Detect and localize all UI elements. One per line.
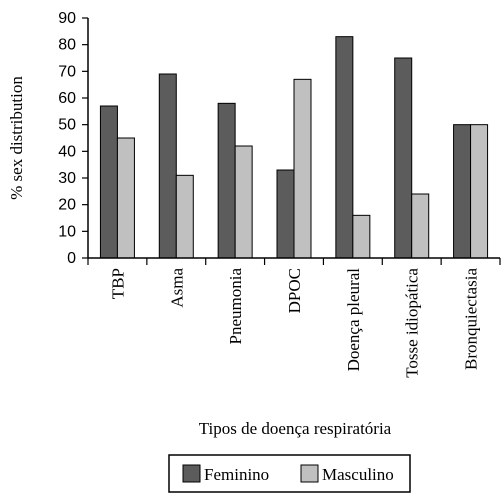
bar-masculino-5 bbox=[411, 193, 430, 259]
y-tick-label-0: 0 bbox=[67, 250, 76, 267]
y-tick-label-20: 20 bbox=[58, 197, 76, 214]
x-tick-label-3: DPOC bbox=[285, 268, 304, 313]
legend-swatch-masculino bbox=[300, 464, 319, 483]
bar-masculino-6 bbox=[470, 124, 489, 259]
legend-swatch-feminino bbox=[182, 464, 201, 483]
bar-masculino-3 bbox=[293, 78, 312, 259]
bar-masculino-0 bbox=[116, 137, 135, 259]
bar-feminino-6 bbox=[453, 124, 472, 259]
y-tick-label-60: 60 bbox=[58, 90, 76, 107]
legend: Feminino Masculino bbox=[168, 454, 411, 493]
bar-masculino-4 bbox=[352, 214, 371, 259]
y-axis-title: % sex distribution bbox=[7, 76, 26, 200]
x-tick-label-0: TBP bbox=[108, 268, 127, 299]
bar-masculino-1 bbox=[175, 174, 194, 259]
bar-feminino-5 bbox=[394, 57, 413, 259]
y-tick-label-50: 50 bbox=[58, 117, 76, 134]
bar-feminino-2 bbox=[217, 102, 236, 259]
legend-frame bbox=[168, 454, 411, 493]
bar-feminino-0 bbox=[99, 105, 118, 259]
y-tick-label-10: 10 bbox=[58, 223, 76, 240]
legend-label-masculino: Masculino bbox=[322, 465, 394, 484]
plot-area: 0 10 20 30 40 50 60 70 80 90 TBP Asma Pneumonia DPOC D… bbox=[58, 10, 501, 378]
bar-feminino-4 bbox=[335, 36, 354, 259]
y-tick-label-40: 40 bbox=[58, 143, 76, 160]
bar-feminino-3 bbox=[276, 169, 295, 259]
y-tick-label-90: 90 bbox=[58, 10, 76, 27]
bar-feminino-1 bbox=[158, 73, 177, 259]
x-tick-label-5: Tosse idiopática bbox=[403, 268, 422, 378]
legend-label-feminino: Feminino bbox=[204, 465, 269, 484]
y-tick-label-30: 30 bbox=[58, 170, 76, 187]
x-tick-label-4: Doença pleural bbox=[344, 268, 363, 372]
x-axis-title: Tipos de doença respiratória bbox=[199, 419, 392, 438]
y-tick-label-70: 70 bbox=[58, 63, 76, 80]
x-tick-label-6: Bronquiectasia bbox=[462, 268, 481, 370]
bar-masculino-2 bbox=[234, 145, 253, 259]
x-tick-label-2: Pneumonia bbox=[226, 268, 245, 345]
x-tick-label-1: Asma bbox=[167, 268, 186, 308]
y-tick-label-80: 80 bbox=[58, 37, 76, 54]
